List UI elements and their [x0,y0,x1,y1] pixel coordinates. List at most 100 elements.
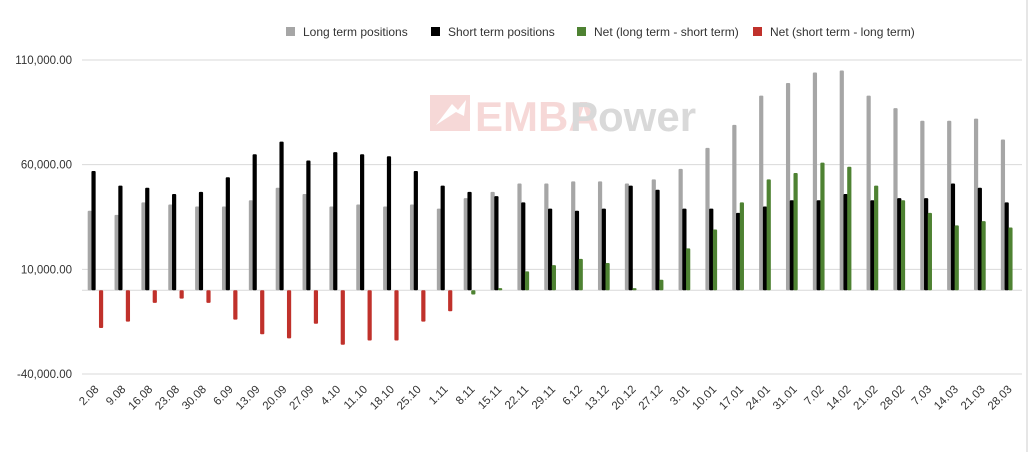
bar-net-long-term-short-term-15-11 [498,288,503,291]
watermark-power: Power [570,93,696,140]
bar-long-term-positions-30-08 [195,206,200,291]
bar-long-term-positions-10-01 [705,147,710,291]
bar-net-long-term-short-term-28-03 [1008,227,1013,291]
x-tick-label: 23.08 [153,384,182,413]
bar-net-long-term-short-term-14-03 [954,225,959,291]
bar-short-term-positions-22-11 [521,202,526,291]
bar-long-term-positions-3-01 [678,168,683,291]
x-tick-label: 27.09 [288,384,317,413]
bar-short-term-positions-6-12 [574,210,580,291]
x-tick-label: 13.09 [234,384,263,413]
bar-long-term-positions-18-10 [383,206,388,291]
bar-net-long-term-short-term-14-02 [847,166,852,291]
x-tick-label: 21.03 [959,384,988,413]
bar-net-long-term-short-term-22-11 [524,271,530,291]
bar-short-term-positions-10-01 [709,208,714,291]
bar-short-term-positions-28-02 [897,198,902,291]
bar-short-term-positions-21-03 [977,187,982,291]
bar-long-term-positions-31-01 [785,83,791,291]
x-tick-label: 7.03 [910,384,934,408]
x-tick-label: 11.10 [342,384,370,412]
bar-long-term-positions-22-11 [517,183,522,291]
bar-short-term-positions-20-09 [279,141,284,291]
bar-short-term-positions-17-01 [736,212,741,291]
x-tick-label: 28.02 [878,384,907,413]
x-tick-label: 20.09 [261,384,290,413]
bar-net-long-term-short-term-21-03 [981,221,986,291]
bar-long-term-positions-25-10 [409,204,415,291]
bar-short-term-positions-20-12 [628,185,633,291]
legend-label: Net (long term - short term) [594,25,739,39]
bar-long-term-positions-28-03 [1000,139,1006,291]
bar-short-term-positions-8-11 [467,191,472,291]
bar-short-term-positions-21-02 [870,200,875,291]
bar-short-term-positions-30-08 [198,191,204,291]
x-tick-label: 18.10 [368,384,397,413]
bar-long-term-positions-11-10 [356,204,361,291]
bar-net-long-term-short-term-6-12 [578,258,583,291]
bar-net-long-term-short-term-20-12 [632,288,637,291]
bar-net-long-term-short-term-31-01 [793,173,798,291]
x-tick-label: 14.02 [825,384,854,413]
watermark-emba: EMBA [475,93,599,140]
legend-label: Net (short term - long term) [770,25,915,39]
x-tick-label: 20.12 [610,384,639,413]
bar-long-term-positions-20-09 [275,187,280,291]
bar-long-term-positions-23-08 [168,204,173,291]
bar-net-long-term-short-term-17-01 [739,202,744,291]
bar-net-short-term-long-term-9-08 [125,290,131,322]
bar-long-term-positions-15-11 [490,191,495,291]
bar-net-long-term-short-term-29-11 [551,265,556,291]
x-tick-label: 17.01 [717,384,746,413]
x-tick-label: 2.08 [77,384,101,408]
bar-short-term-positions-14-02 [843,193,848,291]
bar-short-term-positions-6-09 [225,177,230,291]
x-tick-label: 9.08 [104,384,128,408]
bar-long-term-positions-4-10 [329,206,334,291]
x-tick-label: 3.01 [668,384,692,408]
x-tick-label: 24.01 [744,384,773,413]
x-tick-label: 1.11 [427,384,451,408]
bar-net-long-term-short-term-10-01 [712,229,718,291]
x-tick-label: 8.11 [454,384,478,408]
bar-short-term-positions-31-01 [789,200,794,291]
bar-net-short-term-long-term-2-08 [98,290,104,328]
bar-net-long-term-short-term-7-03 [927,212,932,291]
x-tick-label: 14.03 [932,384,961,413]
x-tick-label: 6.09 [212,384,236,408]
bar-short-term-positions-24-01 [762,206,768,291]
bar-short-term-positions-16-08 [145,187,150,291]
bar-net-short-term-long-term-23-08 [179,290,184,299]
bar-net-short-term-long-term-11-10 [367,290,372,341]
bar-short-term-positions-13-12 [601,208,606,291]
bar-net-short-term-long-term-27-09 [313,290,319,324]
bar-net-long-term-short-term-3-01 [686,248,691,291]
bar-long-term-positions-14-03 [947,120,952,291]
bar-long-term-positions-16-08 [141,202,146,291]
x-tick-label: 10.01 [690,384,719,413]
bar-net-short-term-long-term-1-11 [448,290,453,312]
bar-long-term-positions-21-03 [973,118,979,291]
x-tick-label: 25.10 [395,384,424,413]
x-tick-label: 27.12 [637,384,666,413]
bar-long-term-positions-17-01 [732,124,737,291]
bar-short-term-positions-9-08 [118,185,123,291]
bar-short-term-positions-15-11 [494,196,499,291]
bar-long-term-positions-27-09 [302,193,307,291]
bar-net-short-term-long-term-18-10 [394,290,399,341]
bar-net-long-term-short-term-28-02 [900,200,906,291]
bar-net-short-term-long-term-20-09 [286,290,292,339]
bar-net-short-term-long-term-4-10 [340,290,345,345]
bar-long-term-positions-14-02 [839,70,844,291]
bar-long-term-positions-6-12 [571,181,576,291]
y-tick-label: 110,000.00 [15,55,72,67]
bar-long-term-positions-27-12 [651,179,656,291]
bar-short-term-positions-27-12 [655,189,660,291]
x-tick-label: 13.12 [583,384,612,413]
bar-long-term-positions-13-12 [597,181,603,291]
bar-short-term-positions-18-10 [386,156,392,291]
bar-net-long-term-short-term-7-02 [820,162,825,291]
bar-long-term-positions-29-11 [544,183,549,291]
y-tick-label: -40,000.00 [17,369,72,381]
